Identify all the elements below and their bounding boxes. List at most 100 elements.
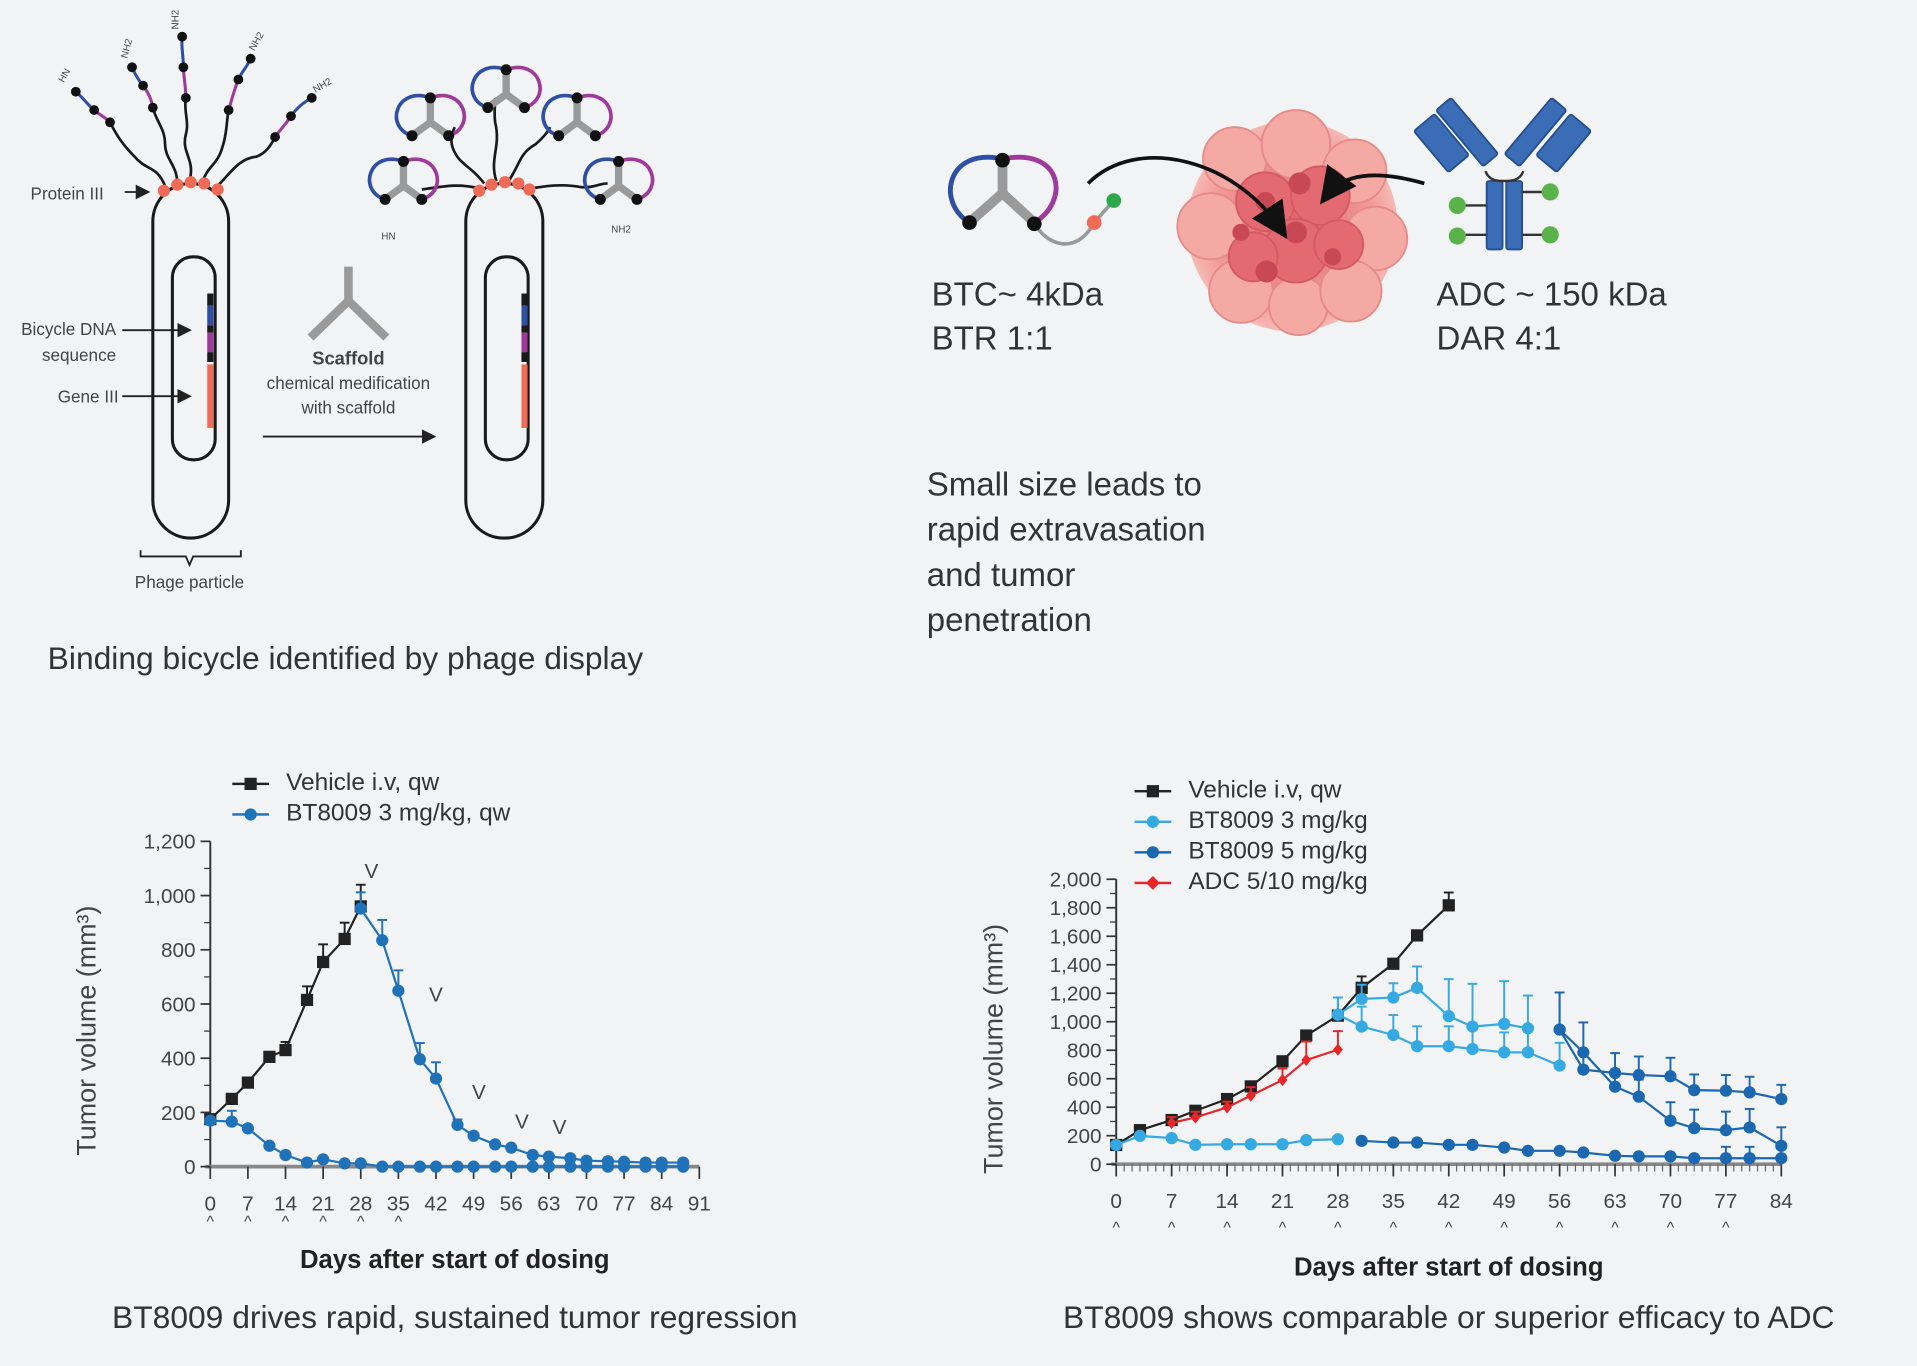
data-point [241,1122,255,1135]
data-point [1775,1139,1788,1152]
terminal-label: HN [381,232,395,243]
btc-ratio-label: BTR 1:1 [931,320,1053,358]
x-tick-label: 42 [424,1193,447,1216]
dosing-marker: ^ [1667,1220,1675,1237]
data-point [1220,1138,1234,1151]
y-tick-label: 1,000 [144,885,196,908]
data-point [1244,1138,1257,1151]
data-point [317,955,330,969]
data-point [1355,1020,1368,1033]
protein-iii-label: Protein III [31,184,104,203]
legend-label: Vehicle i.v, qw [286,769,440,797]
x-tick-label: 21 [1271,1190,1294,1213]
data-point [542,1160,555,1173]
text-line: rapid extravasation [926,511,1206,548]
data-point [263,1050,276,1063]
series-line [1361,1139,1782,1160]
x-tick-label: 0 [1110,1190,1122,1213]
btc-size-label: BTC~ 4kDa [931,276,1104,314]
dosing-marker: ^ [282,1214,290,1231]
data-point [225,1115,238,1128]
data-point [1743,1152,1756,1165]
legend-item-bt8009-5: BT8009 5 mg/kg [1134,836,1368,867]
x-tick-label: 56 [1548,1190,1571,1213]
data-point [1165,1132,1178,1145]
data-point [1521,1144,1535,1157]
x-tick-label: 0 [205,1193,217,1216]
x-tick-label: 14 [1216,1190,1239,1213]
antibody-icon [1413,97,1592,251]
text-line: Small size leads to [926,465,1202,503]
terminal-label: NH2 [611,224,631,235]
data-point [1331,1008,1345,1021]
x-tick-label: 70 [1659,1190,1682,1213]
x-tick-label: 28 [349,1193,372,1216]
x-tick-label: 56 [500,1193,523,1216]
data-point [1190,1111,1201,1124]
data-point [1110,1138,1123,1152]
y-tick-label: 1,200 [1050,983,1102,1006]
data-point [376,1160,389,1173]
data-point [338,932,351,946]
data-point [225,1092,238,1105]
btc-molecule-icon [947,152,1122,246]
dosing-marker: ^ [1112,1220,1120,1237]
brace-icon [139,550,242,568]
y-tick-label: 1,400 [1050,954,1102,977]
data-point [1387,1028,1400,1042]
dosing-marker: ^ [1500,1220,1508,1237]
data-point [317,1153,330,1166]
chart2-y-axis-label: Tumor volume (mm³) [978,923,1009,1174]
data-point [1301,1053,1312,1067]
terminal-label: NH2 [170,10,181,30]
data-point [1688,1152,1701,1165]
x-tick-label: 7 [242,1193,254,1216]
dosing-marker: ^ [1556,1220,1564,1237]
extravasation-text: Small size leads to rapid extravasation … [927,462,1206,643]
data-point [1664,1150,1677,1163]
data-point [1189,1104,1202,1117]
legend-label: ADC 5/10 mg/kg [1188,868,1368,896]
x-tick-label: 77 [1714,1190,1737,1213]
data-point [505,1141,518,1154]
data-point [1410,981,1424,994]
chart1-x-axis-label: Days after start of dosing [300,1246,610,1275]
data-point [542,1150,555,1163]
legend-label: BT8009 3 mg/kg [1188,807,1368,835]
x-tick-label: 7 [1166,1190,1178,1213]
x-tick-label: 91 [688,1193,711,1216]
data-point [392,1160,405,1173]
data-point [1521,1046,1535,1059]
data-point [467,1129,480,1142]
legend-item-vehicle: Vehicle i.v, qw [1134,775,1368,806]
phage-particle-modified: HN NH2 [370,64,653,540]
y-tick-label: 1,600 [1050,926,1102,949]
dosing-marker: ^ [395,1214,403,1231]
data-point [1719,1084,1732,1097]
data-point [1498,1017,1511,1030]
data-point [1743,1086,1756,1099]
chart2-x-axis-label: Days after start of dosing [1293,1253,1604,1282]
x-tick-label: 35 [1382,1190,1405,1213]
dosing-marker: ^ [1168,1220,1176,1237]
terminal-label: NH2 [119,38,135,60]
data-point [1632,1090,1645,1103]
data-point [601,1155,615,1168]
data-point [1166,1116,1177,1129]
dosing-marker: ^ [244,1214,252,1231]
annotation-marker: V [515,1111,529,1134]
series-line [1115,904,1450,1146]
data-point [1300,1029,1313,1042]
y-tick-label: 1,200 [144,831,196,854]
dosing-marker: ^ [1223,1220,1231,1237]
y-tick-label: 800 [161,939,196,962]
square-marker-icon [244,777,257,790]
data-point [1743,1121,1756,1134]
series-crossover-7 [1553,991,1788,1106]
y-tick-label: 2,000 [1050,869,1102,892]
data-point [241,1076,255,1089]
dosing-marker: ^ [1390,1220,1398,1237]
series-crossover-2 [354,891,690,1169]
